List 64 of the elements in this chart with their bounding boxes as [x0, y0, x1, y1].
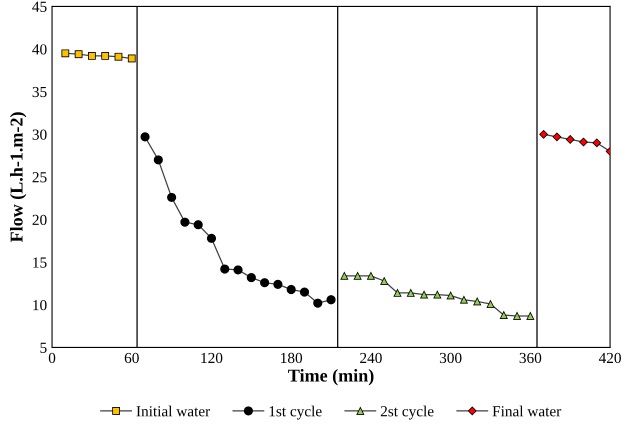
y-tick-label: 20: [32, 214, 47, 226]
x-axis-title: Time (min): [288, 368, 374, 386]
legend-label: Initial water: [136, 406, 210, 416]
point: [406, 289, 415, 297]
point: [154, 155, 163, 164]
x-tick-label: 240: [360, 352, 382, 364]
point: [539, 130, 548, 139]
point: [552, 132, 562, 142]
x-tick-label: 120: [201, 352, 222, 364]
point: [313, 298, 322, 308]
point: [326, 295, 336, 304]
point: [220, 264, 230, 274]
point: [273, 280, 282, 289]
point: [513, 312, 521, 320]
point: [367, 272, 375, 280]
point: [140, 132, 150, 142]
legend-label: 1st cycle: [270, 406, 322, 420]
point: [260, 278, 270, 288]
point: [300, 287, 310, 297]
point: [526, 312, 534, 320]
y-tick-label: 30: [32, 129, 47, 140]
point: [354, 272, 362, 280]
point: [246, 272, 256, 282]
y-tick-label: 10: [33, 300, 47, 310]
point: [394, 289, 402, 297]
x-tick-label: 60: [124, 352, 139, 364]
point: [206, 234, 216, 243]
point: [473, 298, 482, 306]
point: [233, 265, 243, 274]
y-tick-label: 40: [32, 44, 47, 55]
point: [500, 311, 508, 319]
point: [194, 220, 203, 230]
x-tick-label: 180: [281, 352, 302, 364]
y-tick-label: 35: [32, 86, 47, 98]
point: [579, 138, 588, 146]
x-tick-label: 360: [520, 352, 542, 364]
x-tick-label: 300: [440, 352, 462, 364]
legend-label: Final water: [492, 406, 562, 416]
y-tick-label: 25: [32, 172, 47, 182]
point: [380, 277, 388, 285]
point: [88, 52, 96, 60]
point: [340, 272, 348, 280]
legend-label: 2st cycle: [380, 406, 434, 420]
y-axis-title: Flow (L.h-1.m-2): [10, 112, 26, 242]
y-tick-label: 45: [32, 2, 47, 12]
point: [128, 54, 136, 62]
point: [460, 296, 468, 304]
point: [180, 218, 190, 227]
x-tick-label: 0: [48, 352, 56, 364]
point: [74, 50, 83, 58]
point: [114, 52, 122, 61]
point: [592, 138, 602, 148]
point: [61, 49, 70, 58]
point: [566, 135, 575, 144]
point: [101, 52, 110, 60]
x-tick-label: 420: [598, 352, 621, 364]
point: [486, 300, 494, 308]
point: [446, 292, 455, 300]
y-tick-label: 15: [33, 257, 47, 268]
point: [286, 284, 296, 294]
y-tick-label: 5: [40, 342, 47, 353]
point: [420, 290, 428, 299]
point: [167, 192, 176, 202]
point: [433, 290, 442, 299]
